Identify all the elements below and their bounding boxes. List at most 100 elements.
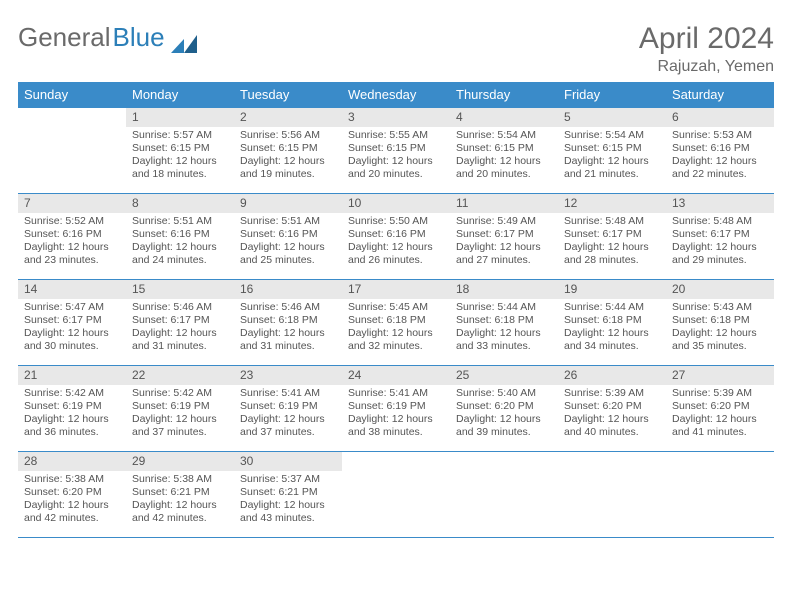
day-details: Sunrise: 5:45 AMSunset: 6:18 PMDaylight:…	[342, 299, 450, 358]
day-details: Sunrise: 5:39 AMSunset: 6:20 PMDaylight:…	[558, 385, 666, 444]
calendar-cell: 15Sunrise: 5:46 AMSunset: 6:17 PMDayligh…	[126, 280, 234, 366]
day-details: Sunrise: 5:38 AMSunset: 6:20 PMDaylight:…	[18, 471, 126, 530]
day-details: Sunrise: 5:47 AMSunset: 6:17 PMDaylight:…	[18, 299, 126, 358]
calendar-cell: 12Sunrise: 5:48 AMSunset: 6:17 PMDayligh…	[558, 194, 666, 280]
calendar-cell: 17Sunrise: 5:45 AMSunset: 6:18 PMDayligh…	[342, 280, 450, 366]
day-details: Sunrise: 5:54 AMSunset: 6:15 PMDaylight:…	[558, 127, 666, 186]
day-details: Sunrise: 5:55 AMSunset: 6:15 PMDaylight:…	[342, 127, 450, 186]
calendar-cell: 1Sunrise: 5:57 AMSunset: 6:15 PMDaylight…	[126, 108, 234, 194]
day-number: 28	[18, 452, 126, 471]
day-details: Sunrise: 5:53 AMSunset: 6:16 PMDaylight:…	[666, 127, 774, 186]
day-number: 18	[450, 280, 558, 299]
day-details: Sunrise: 5:44 AMSunset: 6:18 PMDaylight:…	[450, 299, 558, 358]
calendar-cell	[666, 452, 774, 538]
weekday-header: Saturday	[666, 82, 774, 108]
logo-word2: Blue	[113, 22, 165, 53]
calendar-cell	[18, 108, 126, 194]
calendar-cell: 29Sunrise: 5:38 AMSunset: 6:21 PMDayligh…	[126, 452, 234, 538]
calendar-cell	[342, 452, 450, 538]
weekday-header: Monday	[126, 82, 234, 108]
calendar-cell: 3Sunrise: 5:55 AMSunset: 6:15 PMDaylight…	[342, 108, 450, 194]
calendar-cell: 26Sunrise: 5:39 AMSunset: 6:20 PMDayligh…	[558, 366, 666, 452]
calendar-cell: 14Sunrise: 5:47 AMSunset: 6:17 PMDayligh…	[18, 280, 126, 366]
day-number: 25	[450, 366, 558, 385]
day-number: 26	[558, 366, 666, 385]
day-details: Sunrise: 5:42 AMSunset: 6:19 PMDaylight:…	[126, 385, 234, 444]
calendar-cell: 7Sunrise: 5:52 AMSunset: 6:16 PMDaylight…	[18, 194, 126, 280]
calendar-cell: 28Sunrise: 5:38 AMSunset: 6:20 PMDayligh…	[18, 452, 126, 538]
calendar-cell: 8Sunrise: 5:51 AMSunset: 6:16 PMDaylight…	[126, 194, 234, 280]
logo-word1: General	[18, 22, 111, 53]
day-details: Sunrise: 5:44 AMSunset: 6:18 PMDaylight:…	[558, 299, 666, 358]
day-details: Sunrise: 5:51 AMSunset: 6:16 PMDaylight:…	[234, 213, 342, 272]
day-details: Sunrise: 5:43 AMSunset: 6:18 PMDaylight:…	[666, 299, 774, 358]
calendar-cell: 30Sunrise: 5:37 AMSunset: 6:21 PMDayligh…	[234, 452, 342, 538]
day-number: 23	[234, 366, 342, 385]
calendar-cell: 24Sunrise: 5:41 AMSunset: 6:19 PMDayligh…	[342, 366, 450, 452]
day-details: Sunrise: 5:49 AMSunset: 6:17 PMDaylight:…	[450, 213, 558, 272]
day-details: Sunrise: 5:48 AMSunset: 6:17 PMDaylight:…	[558, 213, 666, 272]
day-details: Sunrise: 5:48 AMSunset: 6:17 PMDaylight:…	[666, 213, 774, 272]
calendar-cell: 4Sunrise: 5:54 AMSunset: 6:15 PMDaylight…	[450, 108, 558, 194]
day-number: 7	[18, 194, 126, 213]
day-number: 12	[558, 194, 666, 213]
location: Rajuzah, Yemen	[639, 58, 774, 76]
day-number: 30	[234, 452, 342, 471]
day-number: 6	[666, 108, 774, 127]
day-details: Sunrise: 5:41 AMSunset: 6:19 PMDaylight:…	[234, 385, 342, 444]
day-details: Sunrise: 5:57 AMSunset: 6:15 PMDaylight:…	[126, 127, 234, 186]
calendar-cell: 6Sunrise: 5:53 AMSunset: 6:16 PMDaylight…	[666, 108, 774, 194]
calendar-cell: 27Sunrise: 5:39 AMSunset: 6:20 PMDayligh…	[666, 366, 774, 452]
calendar-cell: 2Sunrise: 5:56 AMSunset: 6:15 PMDaylight…	[234, 108, 342, 194]
day-number: 11	[450, 194, 558, 213]
day-details: Sunrise: 5:46 AMSunset: 6:18 PMDaylight:…	[234, 299, 342, 358]
day-number: 17	[342, 280, 450, 299]
calendar-cell: 16Sunrise: 5:46 AMSunset: 6:18 PMDayligh…	[234, 280, 342, 366]
day-number: 15	[126, 280, 234, 299]
calendar-cell: 23Sunrise: 5:41 AMSunset: 6:19 PMDayligh…	[234, 366, 342, 452]
calendar-cell: 20Sunrise: 5:43 AMSunset: 6:18 PMDayligh…	[666, 280, 774, 366]
day-number: 16	[234, 280, 342, 299]
calendar-cell: 11Sunrise: 5:49 AMSunset: 6:17 PMDayligh…	[450, 194, 558, 280]
day-details: Sunrise: 5:39 AMSunset: 6:20 PMDaylight:…	[666, 385, 774, 444]
month-title: April 2024	[639, 22, 774, 56]
day-number: 3	[342, 108, 450, 127]
day-number: 10	[342, 194, 450, 213]
day-number: 5	[558, 108, 666, 127]
logo-mark-icon	[171, 29, 197, 47]
weekday-header: Thursday	[450, 82, 558, 108]
day-number: 22	[126, 366, 234, 385]
weekday-header: Sunday	[18, 82, 126, 108]
calendar-cell	[558, 452, 666, 538]
calendar-cell: 18Sunrise: 5:44 AMSunset: 6:18 PMDayligh…	[450, 280, 558, 366]
calendar-cell	[450, 452, 558, 538]
calendar-cell: 5Sunrise: 5:54 AMSunset: 6:15 PMDaylight…	[558, 108, 666, 194]
calendar-cell: 13Sunrise: 5:48 AMSunset: 6:17 PMDayligh…	[666, 194, 774, 280]
day-number: 14	[18, 280, 126, 299]
day-number: 21	[18, 366, 126, 385]
calendar-cell: 25Sunrise: 5:40 AMSunset: 6:20 PMDayligh…	[450, 366, 558, 452]
day-details: Sunrise: 5:52 AMSunset: 6:16 PMDaylight:…	[18, 213, 126, 272]
day-number: 27	[666, 366, 774, 385]
day-number: 13	[666, 194, 774, 213]
calendar-cell: 10Sunrise: 5:50 AMSunset: 6:16 PMDayligh…	[342, 194, 450, 280]
day-number: 8	[126, 194, 234, 213]
day-number: 2	[234, 108, 342, 127]
weekday-header: Tuesday	[234, 82, 342, 108]
calendar-cell: 9Sunrise: 5:51 AMSunset: 6:16 PMDaylight…	[234, 194, 342, 280]
day-details: Sunrise: 5:50 AMSunset: 6:16 PMDaylight:…	[342, 213, 450, 272]
weekday-header: Wednesday	[342, 82, 450, 108]
logo: GeneralBlue	[18, 22, 197, 53]
day-details: Sunrise: 5:37 AMSunset: 6:21 PMDaylight:…	[234, 471, 342, 530]
day-details: Sunrise: 5:42 AMSunset: 6:19 PMDaylight:…	[18, 385, 126, 444]
day-number: 19	[558, 280, 666, 299]
day-number: 4	[450, 108, 558, 127]
weekday-header: Friday	[558, 82, 666, 108]
calendar-cell: 22Sunrise: 5:42 AMSunset: 6:19 PMDayligh…	[126, 366, 234, 452]
calendar-cell: 21Sunrise: 5:42 AMSunset: 6:19 PMDayligh…	[18, 366, 126, 452]
calendar-table: SundayMondayTuesdayWednesdayThursdayFrid…	[18, 82, 774, 538]
day-details: Sunrise: 5:40 AMSunset: 6:20 PMDaylight:…	[450, 385, 558, 444]
day-number: 1	[126, 108, 234, 127]
day-number: 20	[666, 280, 774, 299]
day-number: 9	[234, 194, 342, 213]
